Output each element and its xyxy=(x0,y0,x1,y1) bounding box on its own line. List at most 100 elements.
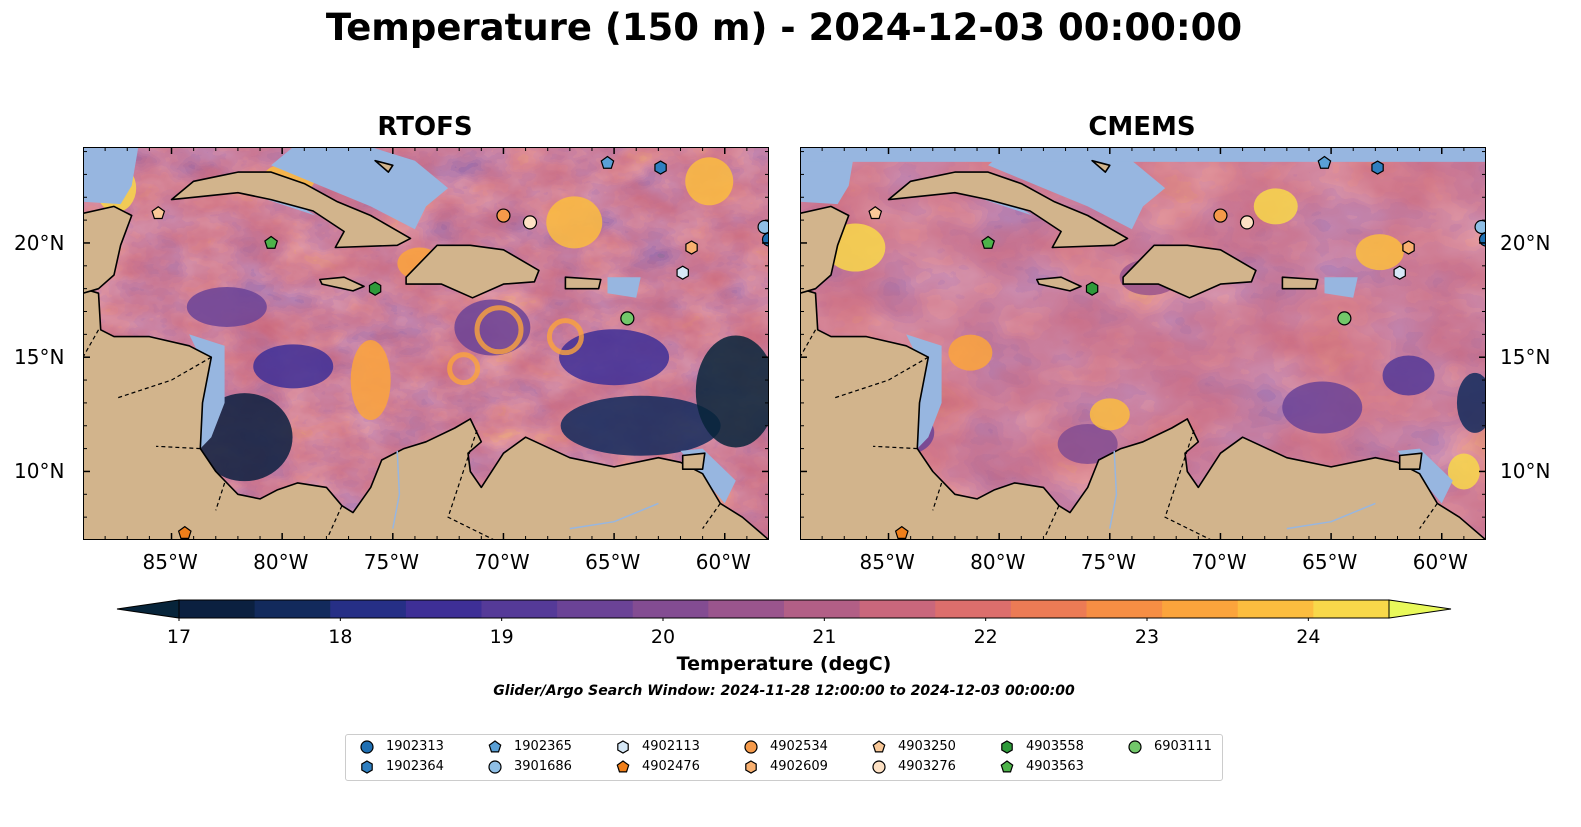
float-6903111 xyxy=(1337,311,1352,326)
legend-label: 4902534 xyxy=(770,739,828,754)
legend-marker xyxy=(1001,740,1013,754)
eddy-swirl xyxy=(546,318,584,356)
land-bahamas2 xyxy=(1091,159,1111,173)
legend-item: 1902364 xyxy=(356,759,481,777)
legend-item: 4902609 xyxy=(740,759,865,777)
float-6903111 xyxy=(620,311,635,326)
colorbar-segment xyxy=(1313,600,1390,618)
colorbar-segment xyxy=(632,600,709,618)
panel-title-cmems: CMEMS xyxy=(1088,112,1196,142)
legend-marker-hexagon-icon xyxy=(617,740,629,754)
legend-marker-circle-icon xyxy=(360,740,374,754)
river xyxy=(569,502,659,530)
lat-tick-label-right: 15°N xyxy=(1500,345,1551,370)
legend-label: 1902313 xyxy=(386,739,444,754)
float-4902534 xyxy=(496,208,511,223)
country-border xyxy=(116,356,212,399)
temperature-anomaly xyxy=(1057,424,1118,465)
legend-label: 4903558 xyxy=(1026,739,1084,754)
shallow-water xyxy=(977,197,1033,216)
legend-marker-circle-icon xyxy=(1128,740,1142,754)
temperature-anomaly xyxy=(1089,398,1130,431)
legend-item: 4902476 xyxy=(612,759,737,777)
colorbar-over-extend xyxy=(1388,599,1452,619)
temperature-anomaly xyxy=(695,335,769,448)
colorbar-segment xyxy=(1162,600,1239,618)
colorbar-segment xyxy=(708,600,785,618)
float-legend: 1902313 1902364 1902365 3901686 4902113 49024… xyxy=(345,734,1223,781)
land-puertoRico xyxy=(564,276,602,290)
land-trinidad xyxy=(1398,452,1423,471)
float-1902364 xyxy=(654,160,667,175)
float-4902609 xyxy=(1402,240,1415,255)
map-frame xyxy=(83,147,769,540)
lon-tick-label: 80°W xyxy=(253,550,309,574)
figure-title: Temperature (150 m) - 2024-12-03 00:00:0… xyxy=(325,6,1243,49)
river xyxy=(1109,450,1118,529)
river xyxy=(392,450,401,529)
land-hispaniola xyxy=(405,244,540,299)
country-border xyxy=(1164,430,1213,540)
lat-tick-label-right: 10°N xyxy=(1500,459,1551,484)
country-border xyxy=(155,445,201,450)
legend-marker-pentagon-icon xyxy=(488,740,502,753)
legend-item: 1902313 xyxy=(356,739,481,757)
panel-title-rtofs: RTOFS xyxy=(377,112,473,142)
temperature-anomaly xyxy=(350,340,391,421)
legend-marker-circle-icon xyxy=(872,760,886,774)
temperature-anomaly xyxy=(1253,188,1298,225)
country-border xyxy=(447,430,496,540)
shallow-water xyxy=(988,147,1166,230)
land-bahamas2 xyxy=(374,159,394,173)
colorbar-segment xyxy=(784,600,861,618)
legend-item: 4903558 xyxy=(996,739,1121,757)
colorbar-tick-label: 17 xyxy=(166,626,192,648)
land-yucatan xyxy=(800,147,850,294)
colorbar-segment xyxy=(1086,600,1163,618)
legend-item: 3901686 xyxy=(484,759,609,777)
colorbar-segment xyxy=(330,600,407,618)
colorbar-label: Temperature (degC) xyxy=(676,653,892,675)
shallow-water xyxy=(83,147,139,205)
map-frame xyxy=(800,147,1486,540)
float-4903563 xyxy=(981,235,995,249)
cmems-no-data-strip xyxy=(800,147,1486,162)
lon-tick-label: 85°W xyxy=(859,550,915,574)
temperature-anomaly xyxy=(1456,372,1486,433)
float-4902476 xyxy=(894,525,909,539)
temperature-anomaly xyxy=(196,393,293,482)
float-4903558 xyxy=(368,281,382,296)
temperature-anomaly xyxy=(253,344,334,389)
float-1902365 xyxy=(600,155,615,169)
land-cuba xyxy=(887,171,1129,249)
country-border xyxy=(800,329,817,358)
country-border xyxy=(83,329,100,358)
lon-tick-label: 80°W xyxy=(970,550,1026,574)
temperature-anomaly xyxy=(1382,355,1435,396)
country-border xyxy=(872,445,918,450)
land-yucatan xyxy=(83,147,133,294)
float-4902113 xyxy=(1393,265,1406,280)
colorbar-segment xyxy=(1237,600,1314,618)
lon-tick-label: 65°W xyxy=(1302,550,1358,574)
colorbar-segment xyxy=(557,600,634,618)
legend-item: 4903276 xyxy=(868,759,993,777)
legend-marker-hexagon-icon xyxy=(361,760,373,774)
legend-item: 4903563 xyxy=(996,759,1121,777)
legend-label: 4902476 xyxy=(642,759,700,774)
lat-tick-label-right: 20°N xyxy=(1500,230,1551,255)
float-4902113 xyxy=(676,265,689,280)
legend-label: 4903276 xyxy=(898,759,956,774)
float-3901686 xyxy=(1474,219,1486,235)
legend-label: 4902113 xyxy=(642,739,700,754)
legend-marker-hexagon-icon xyxy=(1001,740,1013,754)
legend-marker xyxy=(745,760,757,774)
shallow-water xyxy=(189,334,225,449)
colorbar-tick-label: 24 xyxy=(1296,626,1321,648)
colorbar-tick-label: 21 xyxy=(812,626,837,648)
land-puertoRico xyxy=(1281,276,1319,290)
country-border xyxy=(1419,503,1438,529)
legend-marker xyxy=(744,740,758,754)
country-border xyxy=(328,505,343,536)
float-4903563 xyxy=(264,235,278,249)
